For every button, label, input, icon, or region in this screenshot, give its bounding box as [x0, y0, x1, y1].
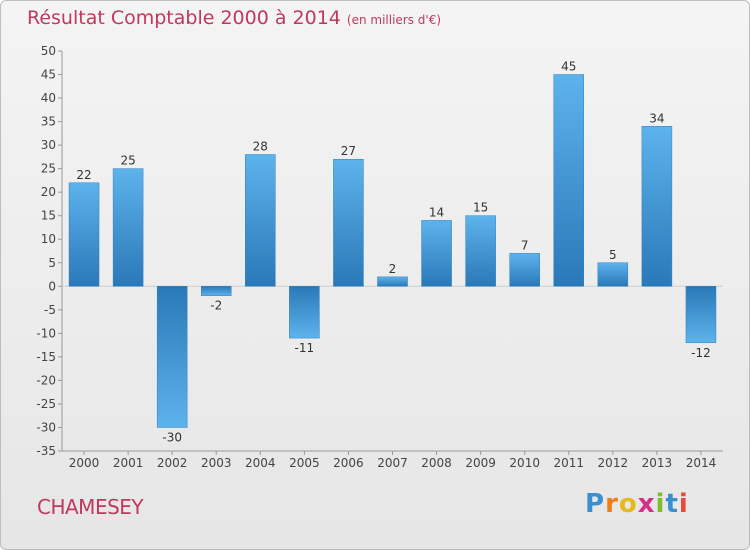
y-tick-label: 45: [41, 68, 56, 82]
bar: [641, 126, 673, 287]
bar: [597, 262, 629, 287]
bar: [68, 182, 100, 287]
bar: [289, 286, 320, 339]
data-label: -12: [691, 346, 711, 360]
bar: [245, 154, 276, 287]
data-label: -30: [162, 430, 182, 444]
logo-letter: i: [655, 489, 666, 519]
x-tick-label: 2003: [201, 456, 232, 470]
logo-letter: i: [678, 489, 689, 519]
x-tick-label: 2006: [333, 456, 364, 470]
bar: [156, 286, 188, 428]
data-label: 25: [120, 154, 135, 168]
y-tick-label: 10: [41, 232, 56, 246]
bar: [685, 286, 717, 344]
y-tick-label: -15: [36, 350, 56, 364]
data-label: 15: [473, 201, 488, 215]
bar: [465, 215, 496, 287]
data-label: -2: [210, 299, 222, 313]
data-label: -11: [295, 341, 315, 355]
x-tick-label: 2002: [157, 456, 188, 470]
x-tick-label: 2014: [686, 456, 717, 470]
y-tick-label: 0: [48, 279, 56, 293]
data-label: 45: [561, 60, 576, 74]
bar: [377, 276, 408, 287]
x-tick-label: 2010: [509, 456, 540, 470]
commune-name: CHAMESEY: [37, 495, 144, 519]
data-label: 7: [521, 238, 529, 252]
bar: [200, 286, 232, 296]
chart-title: Résultat Comptable 2000 à 2014 (en millie…: [27, 7, 442, 29]
x-tick-label: 2008: [421, 456, 452, 470]
logo-letter: t: [665, 489, 679, 519]
logo-letter: P: [585, 489, 606, 519]
y-tick-label: -5: [44, 303, 56, 317]
y-tick-label: 35: [41, 115, 56, 129]
y-tick-label: -10: [36, 326, 56, 340]
logo-letter: o: [618, 489, 638, 519]
bar: [509, 253, 540, 287]
y-tick-label: -20: [36, 373, 56, 387]
y-tick-label: 5: [48, 256, 56, 270]
data-label: 2: [389, 262, 397, 276]
y-tick-label: -35: [36, 444, 56, 458]
y-tick-label: 20: [41, 185, 56, 199]
y-tick-label: 25: [41, 162, 56, 176]
x-tick-label: 2004: [245, 456, 276, 470]
y-tick-label: -25: [36, 397, 56, 411]
data-label: 14: [429, 205, 444, 219]
x-tick-label: 2012: [598, 456, 629, 470]
bar: [333, 158, 364, 287]
proxiti-logo: Proxiti: [585, 489, 689, 519]
data-label: 34: [649, 111, 664, 125]
chart-subtitle: (en milliers d'€): [346, 13, 442, 27]
data-label: 5: [609, 248, 617, 262]
x-tick-label: 2013: [642, 456, 673, 470]
y-tick-label: 30: [41, 138, 56, 152]
y-tick-label: 15: [41, 209, 56, 223]
bar: [421, 220, 452, 287]
x-tick-label: 2007: [377, 456, 408, 470]
x-tick-label: 2011: [553, 456, 584, 470]
data-label: 27: [341, 144, 356, 158]
bar: [553, 74, 585, 287]
data-label: 28: [253, 140, 268, 154]
logo-letter: r: [605, 489, 619, 519]
x-tick-label: 2005: [289, 456, 320, 470]
x-tick-label: 2009: [465, 456, 496, 470]
logo-letter: x: [637, 489, 656, 519]
y-tick-label: 40: [41, 91, 56, 105]
bar: [112, 168, 144, 287]
y-tick-label: 50: [41, 44, 56, 58]
y-tick-label: -30: [36, 420, 56, 434]
data-label: 22: [76, 168, 91, 182]
x-tick-label: 2001: [113, 456, 144, 470]
x-tick-label: 2000: [69, 456, 100, 470]
